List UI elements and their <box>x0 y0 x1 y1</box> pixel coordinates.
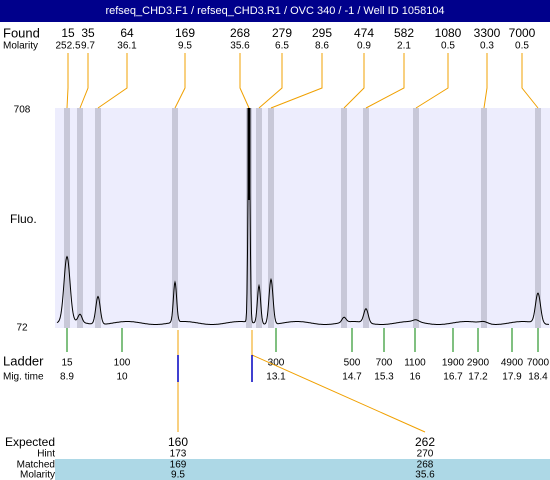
found-size: 64 <box>120 26 134 40</box>
peak-connector <box>365 53 405 109</box>
ladder-time: 18.4 <box>528 372 548 383</box>
ladder-size: 4900 <box>501 358 524 369</box>
peak-connector <box>239 53 250 109</box>
peak-band <box>413 108 419 328</box>
ladder-size: 500 <box>344 358 361 369</box>
peak-connector <box>79 53 89 109</box>
ladder-size: 15 <box>61 358 73 369</box>
peak-connector <box>343 53 365 109</box>
found-size: 474 <box>354 26 374 40</box>
ladder-time: 13.1 <box>266 372 286 383</box>
peak-connector <box>521 53 539 109</box>
ladder-time: 17.9 <box>502 372 522 383</box>
found-molarity: 9.5 <box>178 41 192 52</box>
found-size: 268 <box>230 26 250 40</box>
found-molarity: 8.6 <box>315 41 329 52</box>
y-axis-label: Fluo. <box>10 212 37 226</box>
ladder-size: 700 <box>376 358 393 369</box>
y-max-label: 708 <box>14 105 31 116</box>
hint-size: 270 <box>417 449 434 460</box>
ladder-time: 16 <box>409 372 421 383</box>
found-molarity: 0.9 <box>357 41 371 52</box>
molarity-row-label: Molarity <box>20 470 55 480</box>
matched-molarity: 35.6 <box>415 470 435 480</box>
peak-band <box>341 108 347 328</box>
plot-area <box>55 108 550 328</box>
peak-connector <box>66 53 69 109</box>
ladder-size: 1100 <box>404 358 426 369</box>
found-molarity: 0.3 <box>480 41 494 52</box>
peak-band <box>172 108 178 328</box>
found-label: Found <box>3 25 40 40</box>
peak-connector <box>97 53 128 109</box>
ladder-time: 15.3 <box>374 372 394 383</box>
matched-size: 169 <box>170 460 187 471</box>
ladder-time: 16.7 <box>443 372 463 383</box>
peak-band <box>481 108 487 328</box>
peak-band <box>77 108 83 328</box>
peak-band <box>95 108 101 328</box>
peak-connector <box>270 53 323 109</box>
peak-band <box>535 108 541 328</box>
peak-band <box>64 108 70 328</box>
found-molarity: 35.6 <box>230 41 250 52</box>
ladder-time: 10 <box>116 372 128 383</box>
peak-band <box>268 108 274 328</box>
molarity-label: Molarity <box>3 41 38 52</box>
found-size: 3300 <box>474 26 501 40</box>
matched-label: Matched <box>17 460 55 471</box>
peak-band <box>246 108 252 328</box>
title: refseq_CHD3.F1 / refseq_CHD3.R1 / OVC 34… <box>105 5 444 17</box>
peak-connector <box>174 53 186 109</box>
expected-label: Expected <box>5 435 55 449</box>
found-size: 169 <box>175 26 195 40</box>
peak-connector <box>415 53 449 109</box>
peak-connector <box>258 53 283 109</box>
hint-size: 173 <box>170 449 187 460</box>
ladder-size: 1900 <box>442 358 465 369</box>
peak-connector <box>483 53 488 109</box>
found-molarity: 2.1 <box>397 41 411 52</box>
found-size: 1080 <box>435 26 462 40</box>
trace <box>56 108 549 325</box>
mig-time-label: Mig. time <box>3 372 44 383</box>
ladder-size: 7000 <box>527 358 550 369</box>
expected-size: 160 <box>168 435 188 449</box>
found-molarity: 9.7 <box>81 41 95 52</box>
found-size: 295 <box>312 26 332 40</box>
ladder-time: 8.9 <box>60 372 74 383</box>
found-size: 582 <box>394 26 414 40</box>
peak-band <box>256 108 262 328</box>
y-min-label: 72 <box>16 323 28 334</box>
found-molarity: 36.1 <box>117 41 137 52</box>
found-molarity: 0.5 <box>441 41 455 52</box>
found-size: 7000 <box>509 26 536 40</box>
ladder-size: 300 <box>268 358 285 369</box>
found-molarity: 252.5 <box>55 41 80 52</box>
expected-size: 262 <box>415 435 435 449</box>
found-size: 279 <box>272 26 292 40</box>
peak-band <box>363 108 369 328</box>
found-size: 35 <box>81 26 95 40</box>
matched-band <box>55 459 550 480</box>
ladder-size: 2900 <box>467 358 490 369</box>
found-molarity: 0.5 <box>515 41 529 52</box>
matched-molarity: 9.5 <box>171 470 185 480</box>
hint-label: Hint <box>37 449 55 460</box>
ladder-time: 14.7 <box>342 372 362 383</box>
ladder-time: 17.2 <box>468 372 488 383</box>
title-bar <box>0 0 550 22</box>
ladder-label: Ladder <box>3 353 44 368</box>
matched-size: 268 <box>417 460 434 471</box>
found-molarity: 6.5 <box>275 41 289 52</box>
found-size: 15 <box>61 26 75 40</box>
ladder-size: 100 <box>114 358 131 369</box>
